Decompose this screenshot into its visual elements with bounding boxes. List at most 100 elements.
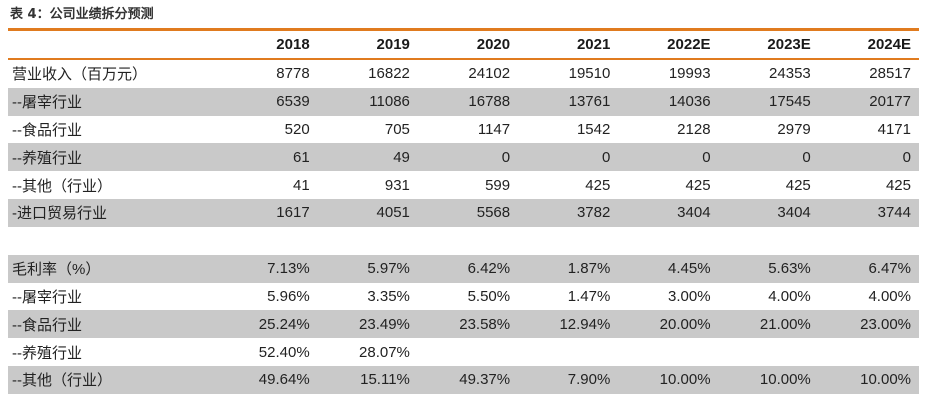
value-cell <box>719 338 819 366</box>
value-cell: 425 <box>885 176 911 194</box>
header-year-2022e: 2022E <box>618 31 719 60</box>
value-cell: 5568 <box>417 198 519 227</box>
value-cell: 2128 <box>677 120 711 138</box>
value-cell: 23.49% <box>317 310 418 339</box>
value-cell: 14036 <box>618 87 719 116</box>
value-cell: 4171 <box>877 120 911 138</box>
value-cell: 19510 <box>568 65 611 83</box>
value-cell: 3.00% <box>668 287 711 305</box>
value-cell: 13761 <box>518 87 619 116</box>
value-cell: 2979 <box>777 120 811 138</box>
header-label-cell <box>8 31 218 60</box>
value-cell: 0 <box>417 143 519 172</box>
value-cell <box>819 338 919 366</box>
value-cell: 599 <box>485 176 511 194</box>
value-cell: 425 <box>785 176 811 194</box>
value-cell: 4.00% <box>768 287 811 305</box>
value-cell: 7.13% <box>217 254 318 283</box>
value-cell: 1.47% <box>567 287 611 305</box>
value-cell: 49.64% <box>217 365 318 394</box>
value-cell: 3744 <box>818 198 919 227</box>
value-cell: 24102 <box>468 65 511 83</box>
value-cell: 10.00% <box>718 365 819 394</box>
value-cell: 3782 <box>518 198 619 227</box>
value-cell <box>518 338 618 366</box>
value-cell: 52.40% <box>258 343 310 361</box>
table-row: --其他（行业） 41 931 599 425 425 425 425 <box>8 171 919 199</box>
value-cell: 931 <box>384 176 410 194</box>
header-row: 2018 2019 2020 2021 2022E 2023E 2024E <box>8 31 919 60</box>
value-cell: 1.87% <box>518 254 619 283</box>
value-cell: 425 <box>585 176 611 194</box>
value-cell: 705 <box>384 120 410 138</box>
header-year-2018: 2018 <box>217 31 318 60</box>
value-cell: 10.00% <box>618 365 719 394</box>
value-cell: 25.24% <box>217 310 318 339</box>
value-cell: 5.50% <box>467 287 511 305</box>
value-cell: 0 <box>618 143 719 172</box>
title-rule <box>8 28 919 31</box>
row-label: --食品行业 <box>8 310 218 339</box>
header-year-2020: 2020 <box>417 31 519 60</box>
table-row: -进口贸易行业 1617 4051 5568 3782 3404 3404 3744 <box>8 198 919 227</box>
value-cell: 1542 <box>576 120 611 138</box>
value-cell: 20177 <box>818 87 919 116</box>
value-cell: 28517 <box>869 65 911 83</box>
value-cell: 16822 <box>368 65 410 83</box>
value-cell: 6539 <box>217 87 318 116</box>
row-label: 毛利率（%） <box>8 254 218 283</box>
value-cell: 1617 <box>217 198 318 227</box>
value-cell <box>418 338 518 366</box>
value-cell: 61 <box>217 143 318 172</box>
value-cell: 11086 <box>317 87 418 116</box>
row-label: 营业收入（百万元） <box>12 66 148 84</box>
value-cell: 10.00% <box>818 365 919 394</box>
header-year-2021: 2021 <box>518 31 619 60</box>
table-row: --养殖行业 52.40% 28.07% <box>8 338 919 366</box>
value-cell: 5.63% <box>718 254 819 283</box>
value-cell: 0 <box>818 143 919 172</box>
table-row: --屠宰行业 5.96% 3.35% 5.50% 1.47% 3.00% 4.00% 4.00… <box>8 283 919 311</box>
value-cell: 17545 <box>718 87 819 116</box>
table-row: --食品行业 520 705 1147 1542 2128 2979 4171 <box>8 116 919 144</box>
value-cell: 3404 <box>718 198 819 227</box>
value-cell: 16788 <box>417 87 519 116</box>
value-cell: 1147 <box>477 120 511 138</box>
value-cell: 49 <box>317 143 418 172</box>
row-label: --其他（行业） <box>8 365 218 394</box>
table-row: --食品行业 25.24% 23.49% 23.58% 12.94% 20.00% 21.0… <box>8 310 919 339</box>
value-cell: 5.96% <box>267 287 310 305</box>
value-cell: 5.97% <box>317 254 418 283</box>
table-row: --屠宰行业 6539 11086 16788 13761 14036 17545 20177 <box>8 87 919 116</box>
table-title: 表 4：公司业绩拆分预测 <box>10 7 154 22</box>
value-cell: 28.07% <box>359 343 410 361</box>
value-cell: 8778 <box>276 65 310 83</box>
table-row: --其他（行业） 49.64% 15.11% 49.37% 7.90% 10.00% 10.… <box>8 365 919 394</box>
value-cell: 6.47% <box>818 254 919 283</box>
value-cell: 6.42% <box>417 254 519 283</box>
value-cell: 520 <box>284 120 310 138</box>
value-cell: 20.00% <box>618 310 719 339</box>
value-cell: 21.00% <box>718 310 819 339</box>
header-year-2019: 2019 <box>317 31 418 60</box>
value-cell <box>618 338 718 366</box>
value-cell: 12.94% <box>518 310 619 339</box>
spacer-row <box>8 227 919 255</box>
value-cell: 3404 <box>618 198 719 227</box>
row-label: --屠宰行业 <box>8 87 218 116</box>
row-label: --食品行业 <box>12 121 82 139</box>
row-label: --养殖行业 <box>12 344 82 362</box>
value-cell: 4.00% <box>868 287 911 305</box>
value-cell: 4051 <box>317 198 418 227</box>
value-cell: 19993 <box>668 65 711 83</box>
row-label: -进口贸易行业 <box>8 198 218 227</box>
value-cell: 23.58% <box>417 310 519 339</box>
value-cell: 23.00% <box>818 310 919 339</box>
header-year-2024e: 2024E <box>818 31 919 60</box>
header-year-2023e: 2023E <box>718 31 819 60</box>
table-row: 营业收入（百万元） 8778 16822 24102 19510 19993 24353 28… <box>8 59 919 88</box>
forecast-table: 2018 2019 2020 2021 2022E 2023E 2024E 营业… <box>8 31 919 394</box>
value-cell: 425 <box>685 176 711 194</box>
value-cell: 0 <box>718 143 819 172</box>
table-row: 毛利率（%） 7.13% 5.97% 6.42% 1.87% 4.45% 5.63% 6.47… <box>8 254 919 283</box>
